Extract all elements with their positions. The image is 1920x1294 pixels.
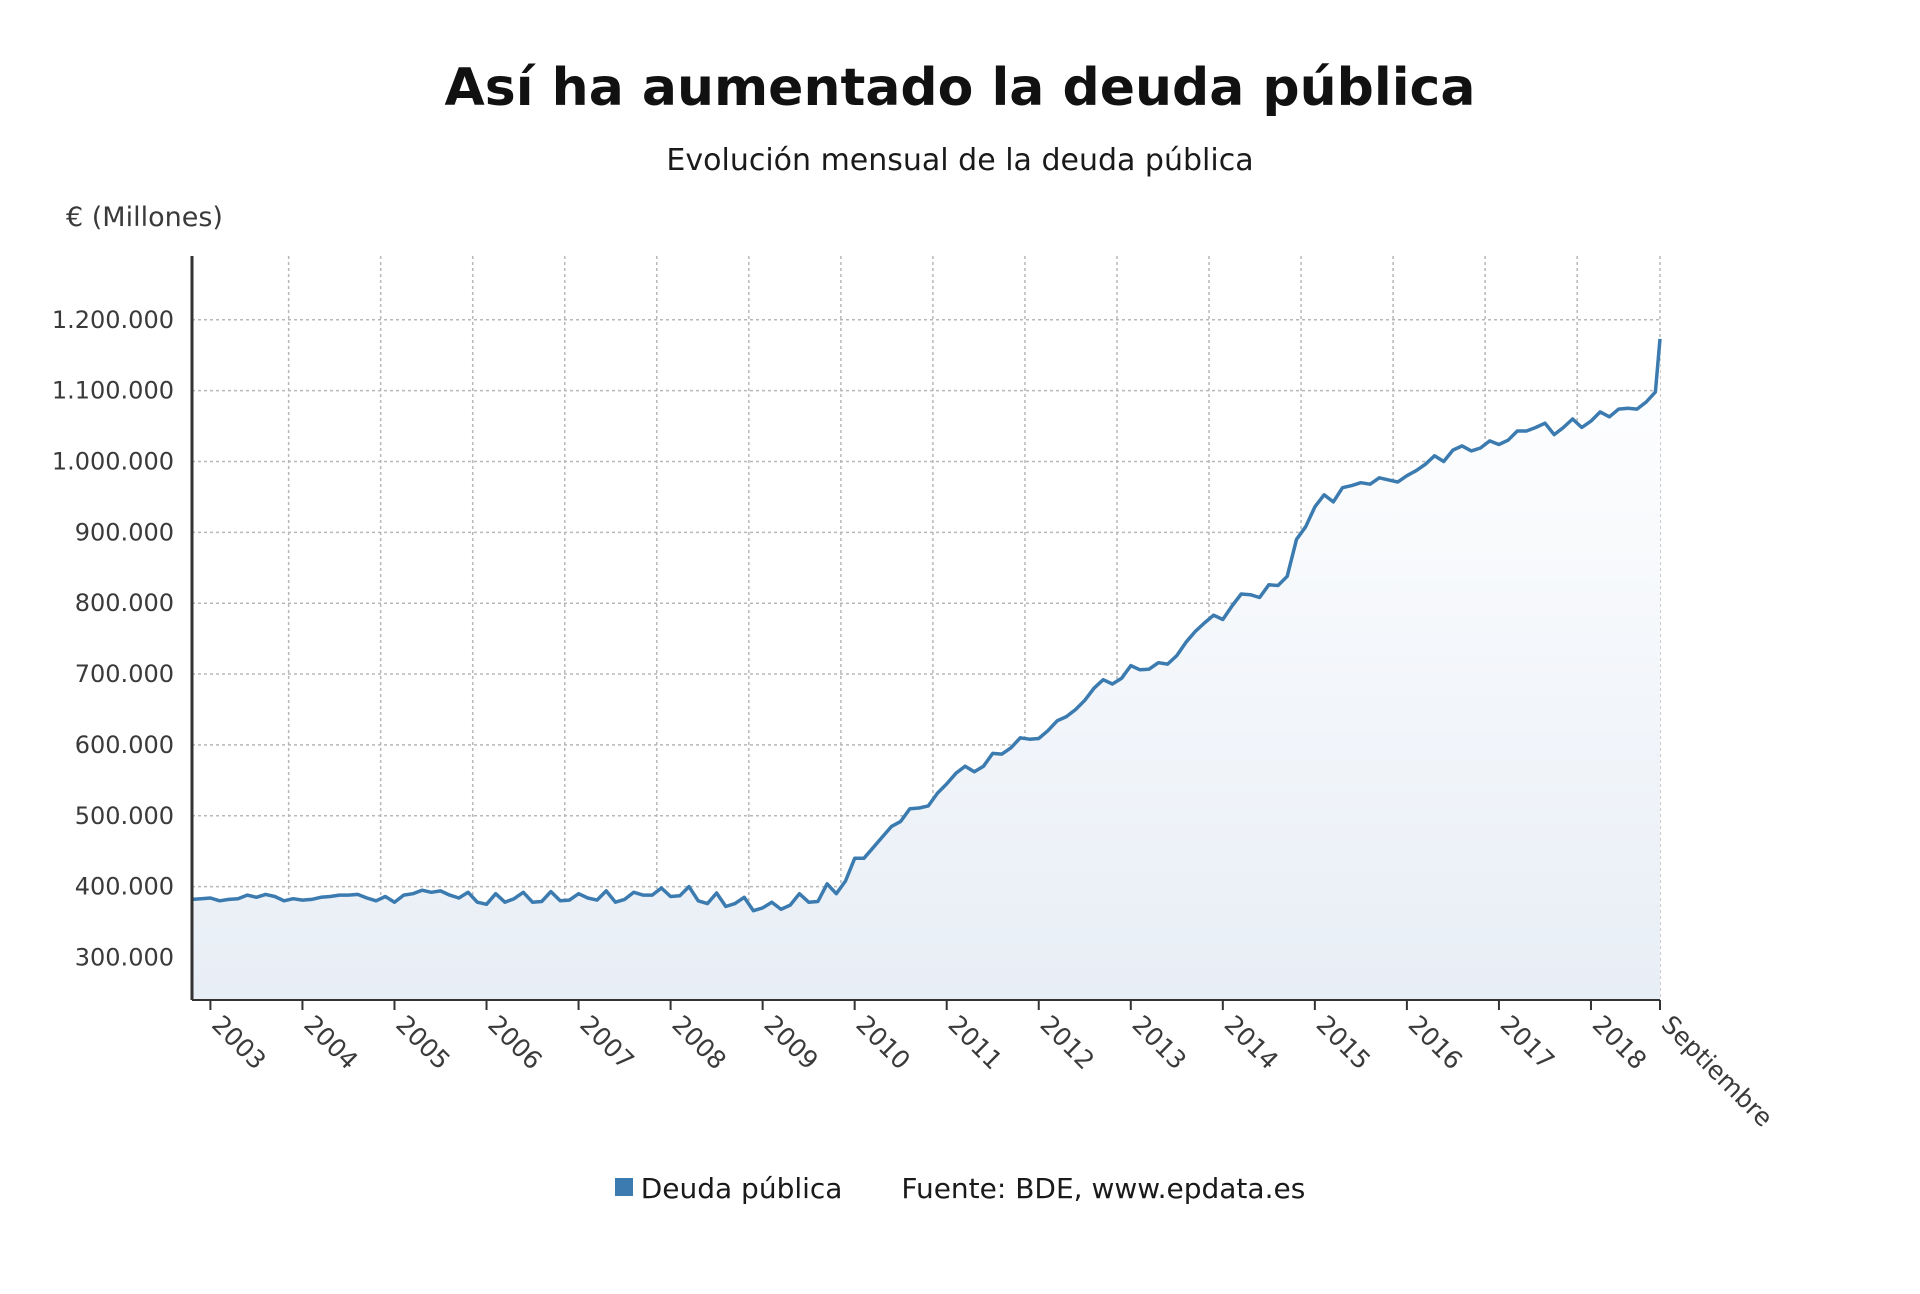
source-note: Fuente: BDE, www.epdata.es <box>901 1172 1306 1205</box>
x-tick-label: 2003 <box>206 1010 271 1075</box>
x-tick-label: 2011 <box>942 1010 1007 1075</box>
series-area <box>192 338 1660 1000</box>
x-tick-label: 2013 <box>1127 1010 1192 1075</box>
x-tick-label: 2009 <box>758 1010 823 1075</box>
y-tick-label: 600.000 <box>75 731 174 759</box>
y-tick-label: 500.000 <box>75 802 174 830</box>
x-tick-label: 2016 <box>1403 1010 1468 1075</box>
x-tick-label: 2004 <box>298 1010 363 1075</box>
y-axis-label: € (Millones) <box>66 202 223 233</box>
x-tick-label: 2014 <box>1219 1010 1284 1075</box>
chart-title: Así ha aumentado la deuda pública <box>444 58 1476 118</box>
x-tick-label: 2007 <box>574 1010 639 1075</box>
x-tick-label: 2018 <box>1587 1010 1652 1075</box>
x-tick-label: 2010 <box>850 1010 915 1075</box>
x-tick-label: 2017 <box>1495 1010 1560 1075</box>
axis-layer <box>190 256 1661 1010</box>
x-tick-label: 2006 <box>482 1010 547 1075</box>
y-tick-label: 1.000.000 <box>52 447 174 475</box>
x-tick-label: 2005 <box>390 1010 455 1075</box>
y-tick-label: 300.000 <box>75 943 174 971</box>
y-ticks: 300.000 400.000 500.000 600.000 700.000 800.0… <box>52 306 174 972</box>
legend-swatch <box>614 1178 633 1196</box>
x-tick-label: 2012 <box>1035 1010 1100 1075</box>
legend-series-label: Deuda pública <box>640 1172 843 1205</box>
chart-subtitle: Evolución mensual de la deuda pública <box>666 143 1254 178</box>
y-tick-label: 400.000 <box>75 873 174 901</box>
y-tick-label: 700.000 <box>75 660 174 688</box>
x-tick-label: 2008 <box>666 1010 731 1075</box>
legend: Deuda pública Fuente: BDE, www.epdata.es <box>0 1172 1920 1205</box>
area-layer <box>191 338 1662 1000</box>
y-tick-label: 1.200.000 <box>52 306 174 334</box>
legend-item: Deuda pública <box>614 1172 843 1205</box>
y-tick-label: 900.000 <box>75 518 174 546</box>
y-tick-label: 800.000 <box>75 589 174 617</box>
x-ticks: 2003 2004 2005 2006 2007 2008 2009 2010 2011 2012… <box>206 1010 1778 1133</box>
x-tick-label: 2015 <box>1311 1010 1376 1075</box>
y-tick-label: 1.100.000 <box>52 377 174 405</box>
x-tick-label: Septiembre <box>1656 1010 1779 1133</box>
series-line <box>191 338 1662 913</box>
